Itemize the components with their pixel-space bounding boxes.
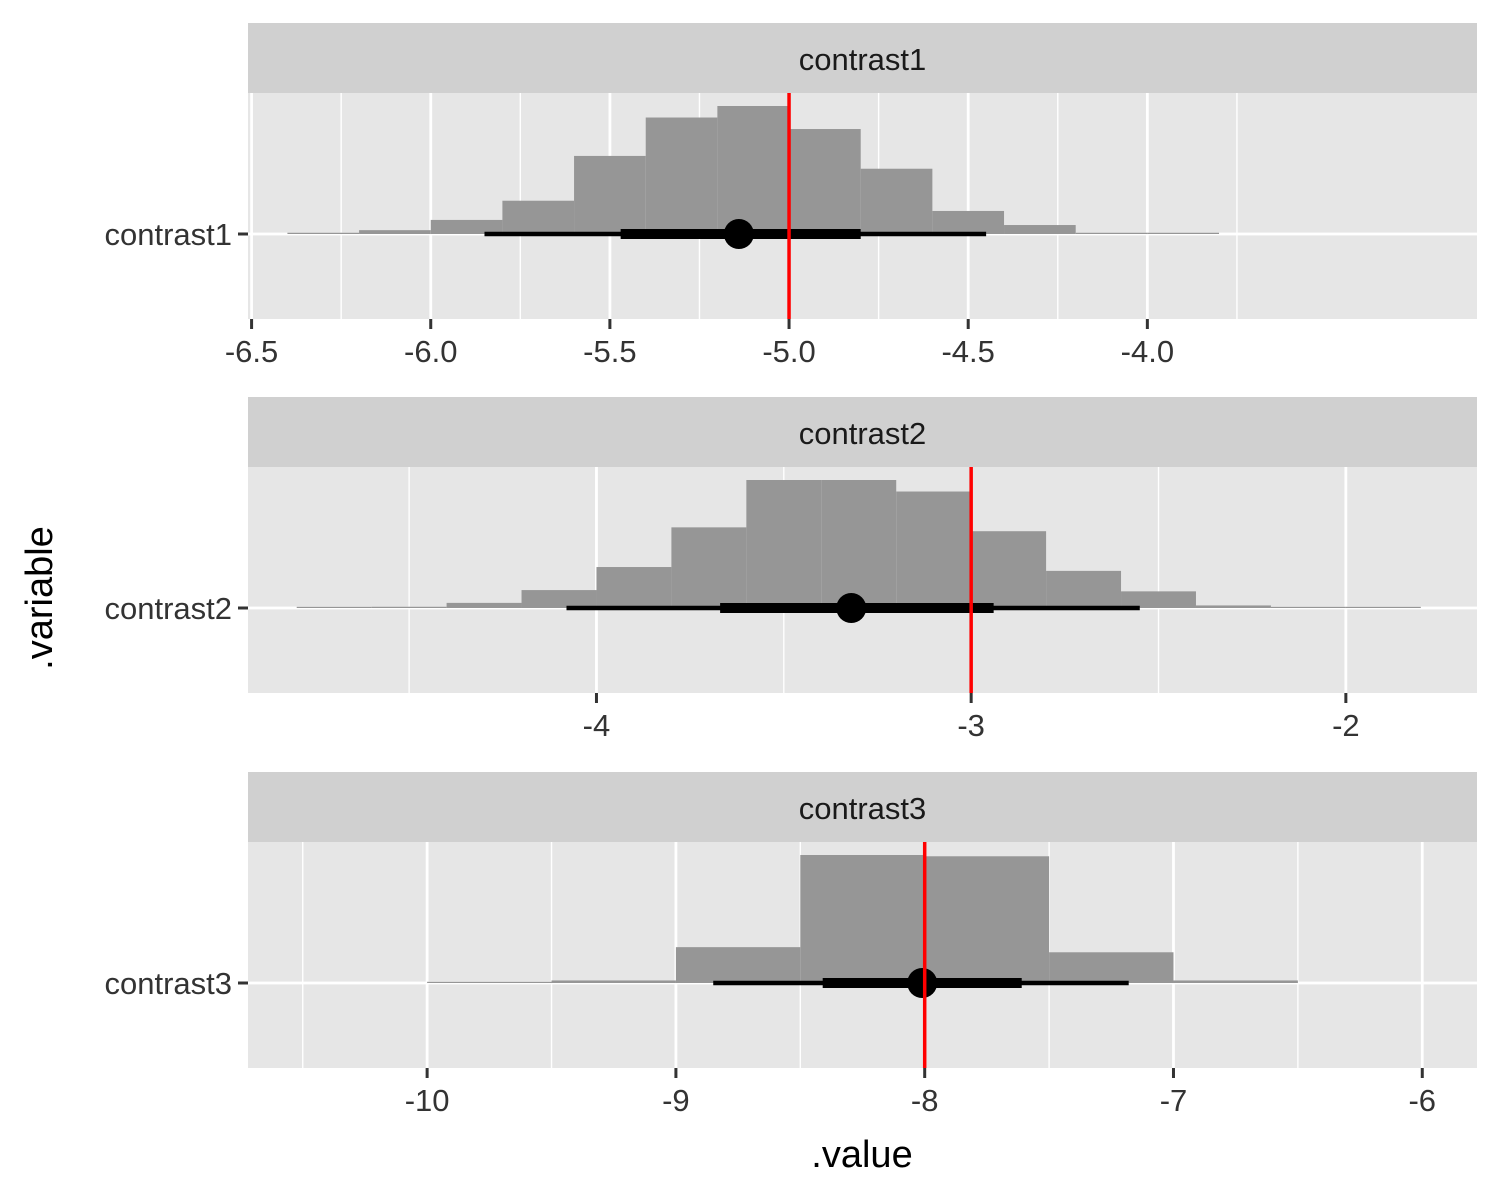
histogram-bar — [860, 168, 933, 234]
histogram-bar — [924, 856, 1050, 983]
x-tick-label: -6.5 — [225, 334, 278, 369]
histogram-bar — [502, 200, 575, 234]
histogram-bar — [1121, 591, 1196, 608]
point-estimate — [836, 593, 867, 623]
facet-strip-label: contrast2 — [799, 416, 927, 451]
x-tick-label: -2 — [1332, 708, 1360, 743]
histogram-bar — [427, 981, 552, 983]
histogram-bar — [821, 480, 897, 608]
x-tick-label: -3 — [957, 708, 985, 743]
histogram-bar — [789, 129, 861, 234]
histogram-bar — [1195, 605, 1271, 608]
histogram-bar — [800, 855, 925, 983]
histogram-bar — [932, 210, 1005, 234]
histogram-bar — [551, 980, 676, 983]
histogram-bar — [1075, 232, 1148, 234]
histogram-bar — [521, 590, 597, 608]
histogram-bar — [1345, 606, 1421, 608]
x-tick-label: -10 — [405, 1083, 450, 1118]
histogram-bar — [446, 602, 522, 608]
histogram-bar — [596, 567, 672, 608]
histogram-bar — [971, 531, 1047, 608]
x-tick-label: -5.0 — [762, 334, 815, 369]
facet-strip — [248, 397, 1477, 467]
histogram-bar — [359, 230, 431, 234]
histogram-bar — [1004, 225, 1076, 234]
facet-strip-label: contrast1 — [799, 42, 927, 77]
histogram-bar — [1046, 570, 1122, 608]
histogram-bar — [675, 947, 801, 983]
histogram-bar — [717, 106, 790, 234]
histogram-bar — [1173, 980, 1298, 983]
histogram-bar — [1270, 606, 1346, 608]
x-tick-label: -4.0 — [1121, 334, 1174, 369]
histogram-bar — [430, 219, 503, 234]
histogram-bar — [896, 491, 972, 608]
x-tick-label: -6.0 — [404, 334, 457, 369]
facet-contrast3: contrast3 contrast3 -10 -9 -8 -7 -6 — [104, 772, 1477, 1118]
facet-strip — [248, 772, 1477, 842]
histogram-bar — [645, 117, 718, 234]
x-axis-title: .value — [811, 1134, 912, 1176]
facet-contrast1: contrast1 contrast1 -6.5 -6.0 -5.5 -5.0 -4.5 -4… — [104, 23, 1477, 369]
histogram-bar — [574, 155, 646, 234]
y-tick-label: contrast2 — [104, 591, 232, 626]
y-tick-label: contrast3 — [104, 966, 232, 1001]
histogram-bar — [1147, 232, 1220, 234]
histogram-bar — [1049, 952, 1174, 983]
x-tick-label: -4 — [583, 708, 611, 743]
histogram-bar — [371, 606, 447, 608]
point-estimate — [907, 968, 938, 998]
facet-strip-label: contrast3 — [799, 791, 927, 826]
facet-panels: contrast1 contrast1 -6.5 -6.0 -5.5 -5.0 -4.5 -4… — [104, 23, 1477, 1118]
histogram-bar — [746, 480, 822, 608]
x-tick-label: -5.5 — [583, 334, 636, 369]
histogram-bar — [287, 232, 360, 234]
x-tick-label: -4.5 — [941, 334, 994, 369]
facet-contrast2: contrast2 contrast2 -4 -3 -2 — [104, 397, 1477, 743]
x-tick-label: -6 — [1408, 1083, 1436, 1118]
facet-strip — [248, 23, 1477, 93]
point-estimate — [723, 219, 754, 249]
histogram-bar — [296, 606, 372, 608]
x-tick-label: -8 — [911, 1083, 939, 1118]
y-axis-title: .variable — [19, 526, 61, 670]
x-tick-label: -7 — [1160, 1083, 1188, 1118]
x-tick-label: -9 — [662, 1083, 690, 1118]
histogram-bar — [671, 527, 747, 608]
y-tick-label: contrast1 — [104, 217, 232, 252]
